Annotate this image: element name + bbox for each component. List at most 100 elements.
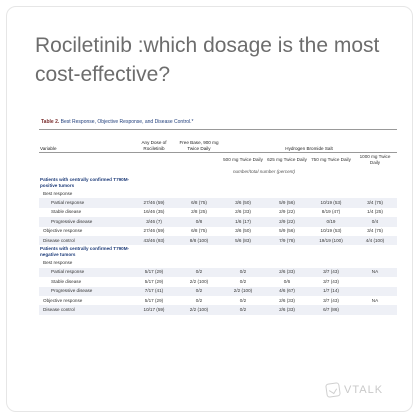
table-cell	[353, 258, 397, 267]
table-cell: 3/4 (75)	[353, 198, 397, 208]
table-row: Objective response 27/46 (59) 6/8 (75) 3/6 …	[39, 227, 397, 236]
col-variable: Variable	[40, 146, 57, 151]
table-cell: 4/6 (67)	[265, 286, 309, 296]
table-cell: 1/4 (25)	[367, 209, 383, 215]
table-cell: 0/2	[177, 267, 221, 278]
header-row: Variable Any Dose of Rociletinib Free Ba…	[39, 129, 397, 153]
group-header: Patients with centrally confirmed T790M-…	[39, 176, 397, 189]
table-cell: 10/19 (53)	[309, 198, 353, 208]
table-cell	[177, 258, 221, 267]
col-hbr-salt: Hydrogen Bromide Salt	[285, 146, 333, 151]
table-cell: 1/7 (14)	[309, 286, 353, 296]
table-row: Stable disease 16/46 (35) 2/8 (25) 2/6 (33)…	[39, 208, 397, 217]
table-cell: 27/46 (59)	[143, 228, 165, 234]
table-cell: 2/6 (33)	[235, 209, 251, 215]
table-cell: 0/6	[283, 278, 291, 284]
table-cell: 1/6 (17)	[221, 217, 265, 227]
table-cell: 19/19 (100)	[309, 235, 353, 246]
table-cell: 43/46 (93)	[131, 235, 177, 246]
dose-625: 625 mg Twice Daily	[267, 157, 307, 162]
row-label: Objective response	[43, 297, 83, 303]
group-title: Patients with centrally confirmed T790M-…	[40, 245, 130, 257]
col-any-dose: Any Dose of Rociletinib	[141, 140, 167, 151]
table-caption: Table 2. Best Response, Objective Respon…	[41, 119, 194, 125]
table-row: Best response	[39, 189, 397, 198]
table-cell	[221, 258, 265, 267]
table-cell: 0/2	[177, 286, 221, 296]
table-row: Stable disease 5/17 (29) 2/2 (100) 0/2 0/6 3/…	[39, 277, 397, 286]
dose-header-row: 500 mg Twice Daily 625 mg Twice Daily 75…	[39, 153, 397, 168]
row-label: Best response	[43, 260, 73, 266]
table-cell: 3/7 (43)	[323, 297, 339, 303]
table-cell: 0/2	[239, 297, 247, 303]
table-cell: 0/2	[221, 305, 265, 315]
table-cell: 2/9 (22)	[279, 209, 295, 215]
table-cell: 4/4 (100)	[353, 235, 397, 246]
table-cell: 2/2 (100)	[189, 278, 209, 284]
unit-label: number/total number (percent)	[232, 168, 296, 174]
table-cell: 0/2	[195, 297, 203, 303]
table-row: Objective response 5/17 (29) 0/2 0/2 2/6 (33…	[39, 296, 397, 305]
table-caption-text: Best Response, Objective Response, and D…	[60, 119, 194, 125]
table-cell: 2/8 (25)	[191, 209, 207, 215]
table-cell	[177, 189, 221, 198]
table-cell: 0/4	[353, 217, 397, 227]
row-label: Progressive disease	[39, 286, 131, 296]
table-cell: 5/9 (56)	[279, 228, 295, 234]
watermark: VTALK	[344, 384, 384, 396]
slide: Rociletinib :which dosage is the most co…	[6, 6, 413, 412]
table-cell	[131, 189, 177, 198]
table-cell: 6/8 (75)	[177, 198, 221, 208]
table-cell	[353, 305, 397, 315]
table-cell: 7/17 (41)	[131, 286, 177, 296]
row-label: Best response	[43, 190, 73, 196]
table-cell: NA	[371, 297, 379, 303]
table-cell: NA	[353, 267, 397, 278]
table-cell: 5/17 (29)	[144, 297, 164, 303]
table-cell: 0/2	[221, 267, 265, 278]
table-cell	[265, 189, 309, 198]
table-cell: 5/17 (29)	[131, 267, 177, 278]
table-row: Disease control 43/46 (93) 8/8 (100) 5/6 (8…	[39, 235, 397, 246]
group-title: Patients with centrally confirmed T790M-…	[40, 176, 130, 188]
row-label: Stable disease	[51, 278, 82, 284]
table-cell	[309, 189, 353, 198]
slide-title: Rociletinib :which dosage is the most co…	[35, 34, 380, 86]
row-label: Partial response	[39, 267, 131, 278]
table-cell: 16/46 (35)	[143, 209, 165, 215]
dose-1000: 1000 mg Twice Daily	[359, 154, 391, 165]
table-cell: 0/2	[239, 278, 247, 284]
table-cell	[353, 189, 397, 198]
row-label: Disease control	[39, 305, 131, 315]
unit-row: number/total number (percent)	[39, 167, 397, 176]
dose-750: 750 mg Twice Daily	[311, 157, 351, 162]
table-cell: 3/6 (50)	[235, 228, 251, 234]
table-cell: 3/4 (75)	[367, 228, 383, 234]
dose-500: 500 mg Twice Daily	[223, 157, 263, 162]
row-label: Objective response	[43, 228, 83, 234]
table-cell: 6/7 (86)	[309, 305, 353, 315]
table-cell: 5/9 (56)	[265, 198, 309, 208]
table-cell: 3/7 (43)	[323, 278, 339, 284]
table-cell: 10/19 (53)	[320, 228, 342, 234]
response-table: Variable Any Dose of Rociletinib Free Ba…	[39, 129, 397, 315]
table-figure: Table 2. Best Response, Objective Respon…	[37, 111, 399, 408]
table-cell: 10/17 (59)	[131, 305, 177, 315]
table-cell: 8/8 (100)	[177, 235, 221, 246]
col-free-base: Free Base, 900 mg Twice Daily	[179, 140, 219, 151]
row-label: Progressive disease	[39, 217, 131, 227]
table-cell: 3/6 (50)	[221, 198, 265, 208]
table-caption-label: Table 2.	[41, 119, 60, 125]
table-cell	[353, 277, 397, 286]
table-cell: 6/8 (75)	[191, 228, 207, 234]
table-row: Progressive disease 7/17 (41) 0/2 2/2 (100)…	[39, 286, 397, 296]
table-row: Best response	[39, 258, 397, 267]
table-cell: 5/17 (29)	[144, 278, 164, 284]
table-cell	[131, 258, 177, 267]
table-cell	[265, 258, 309, 267]
table-cell: 2/6 (33)	[265, 267, 309, 278]
table-cell: 0/8	[177, 217, 221, 227]
table-cell	[309, 258, 353, 267]
row-label: Disease control	[39, 235, 131, 246]
table-cell: 3/46 (7)	[131, 217, 177, 227]
